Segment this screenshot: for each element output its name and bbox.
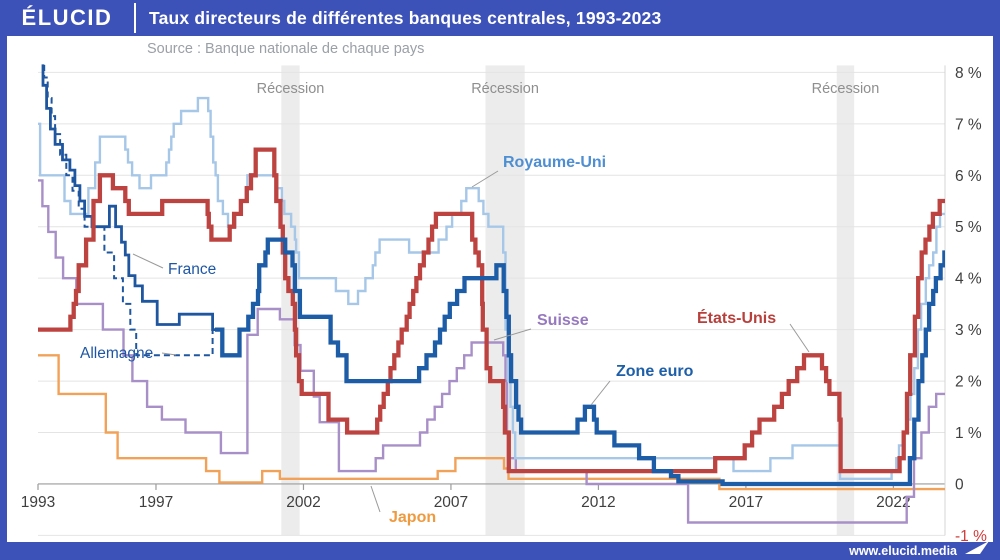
footer-url: www.elucid.media: [849, 544, 957, 558]
x-tick-label: 2007: [434, 494, 468, 511]
series-label-france: France: [168, 261, 216, 278]
recession-label: Récession: [812, 81, 880, 97]
series-label-suisse: Suisse: [537, 312, 589, 329]
page-title: Taux directeurs de différentes banques c…: [149, 7, 662, 28]
callout-line-france: [132, 253, 164, 269]
x-tick-label: 1997: [139, 494, 173, 511]
series-royaume-uni: [38, 96, 945, 480]
y-tick-label: 1 %: [955, 425, 982, 442]
y-tick-label: -1 %: [955, 528, 987, 545]
callout-line-allemagne: [161, 352, 177, 356]
y-tick-label: 6 %: [955, 168, 982, 185]
x-tick-label: 1993: [21, 494, 55, 511]
callout-line-royaume-uni: [471, 170, 499, 188]
y-tick-label: 7 %: [955, 116, 982, 133]
x-tick-label: 2022: [876, 494, 910, 511]
left-frame-border: [0, 36, 7, 542]
series-label-royaume-uni: Royaume-Uni: [503, 154, 606, 171]
callout-line-japon: [370, 485, 381, 513]
recession-band: [281, 65, 300, 536]
footer-bar: www.elucid.media: [0, 541, 1000, 560]
series-label-zone-euro: Zone euro: [616, 363, 694, 380]
y-tick-label: 5 %: [955, 219, 982, 236]
series-zone-euro: [215, 237, 945, 487]
x-tick-label: 2017: [729, 494, 763, 511]
brand-logo: ÉLUCID: [21, 5, 113, 30]
series-etats-unis: [38, 147, 945, 474]
source-note: Source : Banque nationale de chaque pays: [147, 41, 425, 57]
x-tick-label: 2002: [286, 494, 320, 511]
y-tick-label: 8 %: [955, 65, 982, 82]
series-label-japon: Japon: [389, 509, 436, 526]
series-label-allemagne: Allemagne: [80, 345, 153, 362]
x-tick-label: 2012: [581, 494, 615, 511]
recession-label: Récession: [257, 81, 325, 97]
callout-line-suisse: [493, 328, 532, 341]
y-tick-label: 3 %: [955, 322, 982, 339]
callout-line-zone-euro: [590, 380, 611, 406]
right-frame-border: [993, 36, 1000, 542]
header-divider: [134, 3, 136, 33]
paper-plane-icon: [965, 541, 989, 554]
recession-label: Récession: [471, 81, 539, 97]
y-tick-label: 2 %: [955, 374, 982, 391]
header-bar: ÉLUCID Taux directeurs de différentes ba…: [0, 0, 1000, 36]
y-tick-label: 0: [955, 476, 964, 493]
callout-line-etats-unis: [789, 323, 810, 353]
y-tick-label: 4 %: [955, 271, 982, 288]
series-label-etats-unis: États-Unis: [697, 308, 776, 327]
